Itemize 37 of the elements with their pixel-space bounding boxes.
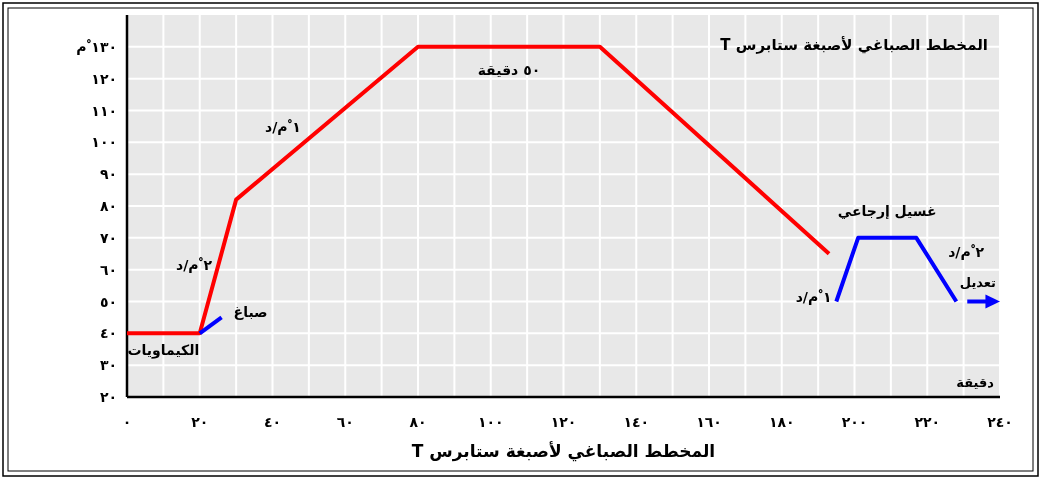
y-tick-label: ١١٠ <box>91 102 117 119</box>
y-tick-label: ٧٠ <box>99 229 117 246</box>
annotation: دقيقة <box>956 375 995 390</box>
annotation: ٥٠ دقيقة <box>477 61 541 78</box>
x-tick-label: ٦٠ <box>336 414 354 430</box>
x-tick-label: ١٠٠ <box>477 414 504 430</box>
x-tick-label: ٢٢٠ <box>914 414 941 430</box>
x-tick-label: ٢٠ <box>191 414 209 430</box>
x-tick-label: ١٤٠ <box>623 414 650 430</box>
y-tick-label: ٦٠ <box>99 261 117 278</box>
x-tick-label: ٢٤٠ <box>987 414 1013 430</box>
annotation: صباغ <box>233 304 268 321</box>
annotation: الكيماويات <box>127 342 200 360</box>
x-tick-label: ١٢٠ <box>550 414 577 430</box>
annotation: ١ ْم/د <box>264 119 301 136</box>
annotation: ٢ ْم/د <box>176 256 213 273</box>
x-tick-label: ٤٠ <box>263 414 282 430</box>
annotation: تعديل <box>959 275 996 290</box>
y-tick-label: ١٣٠ ْم <box>76 38 117 55</box>
x-tick-label: ٠ <box>122 414 132 430</box>
annotation: ٢ ْم/د <box>948 244 985 261</box>
y-tick-label: ٩٠ <box>99 166 117 183</box>
y-tick-label: ٣٠ <box>99 357 117 374</box>
annotation: غسيل إرجاعي <box>837 202 937 220</box>
y-tick-label: ٢٠ <box>99 389 117 405</box>
text: المخطط الصباغي لأصبغة ستابرس T <box>720 36 988 54</box>
x-tick-label: ٨٠ <box>409 414 427 430</box>
y-tick-label: ٨٠ <box>99 198 117 214</box>
x-tick-label: ١٨٠ <box>768 414 795 430</box>
x-tick-label: ١٦٠ <box>696 414 722 430</box>
y-tick-label: ٥٠ <box>99 293 117 310</box>
y-tick-label: ١٢٠ <box>91 70 117 87</box>
x-axis-title: المخطط الصباغي لأصبغة ستابرس T <box>411 441 716 462</box>
y-tick-label: ١٠٠ <box>91 134 117 151</box>
annotation: ١ ْم/د <box>795 289 832 306</box>
y-tick-label: ٤٠ <box>99 325 117 342</box>
x-tick-label: ٢٠٠ <box>841 414 868 430</box>
